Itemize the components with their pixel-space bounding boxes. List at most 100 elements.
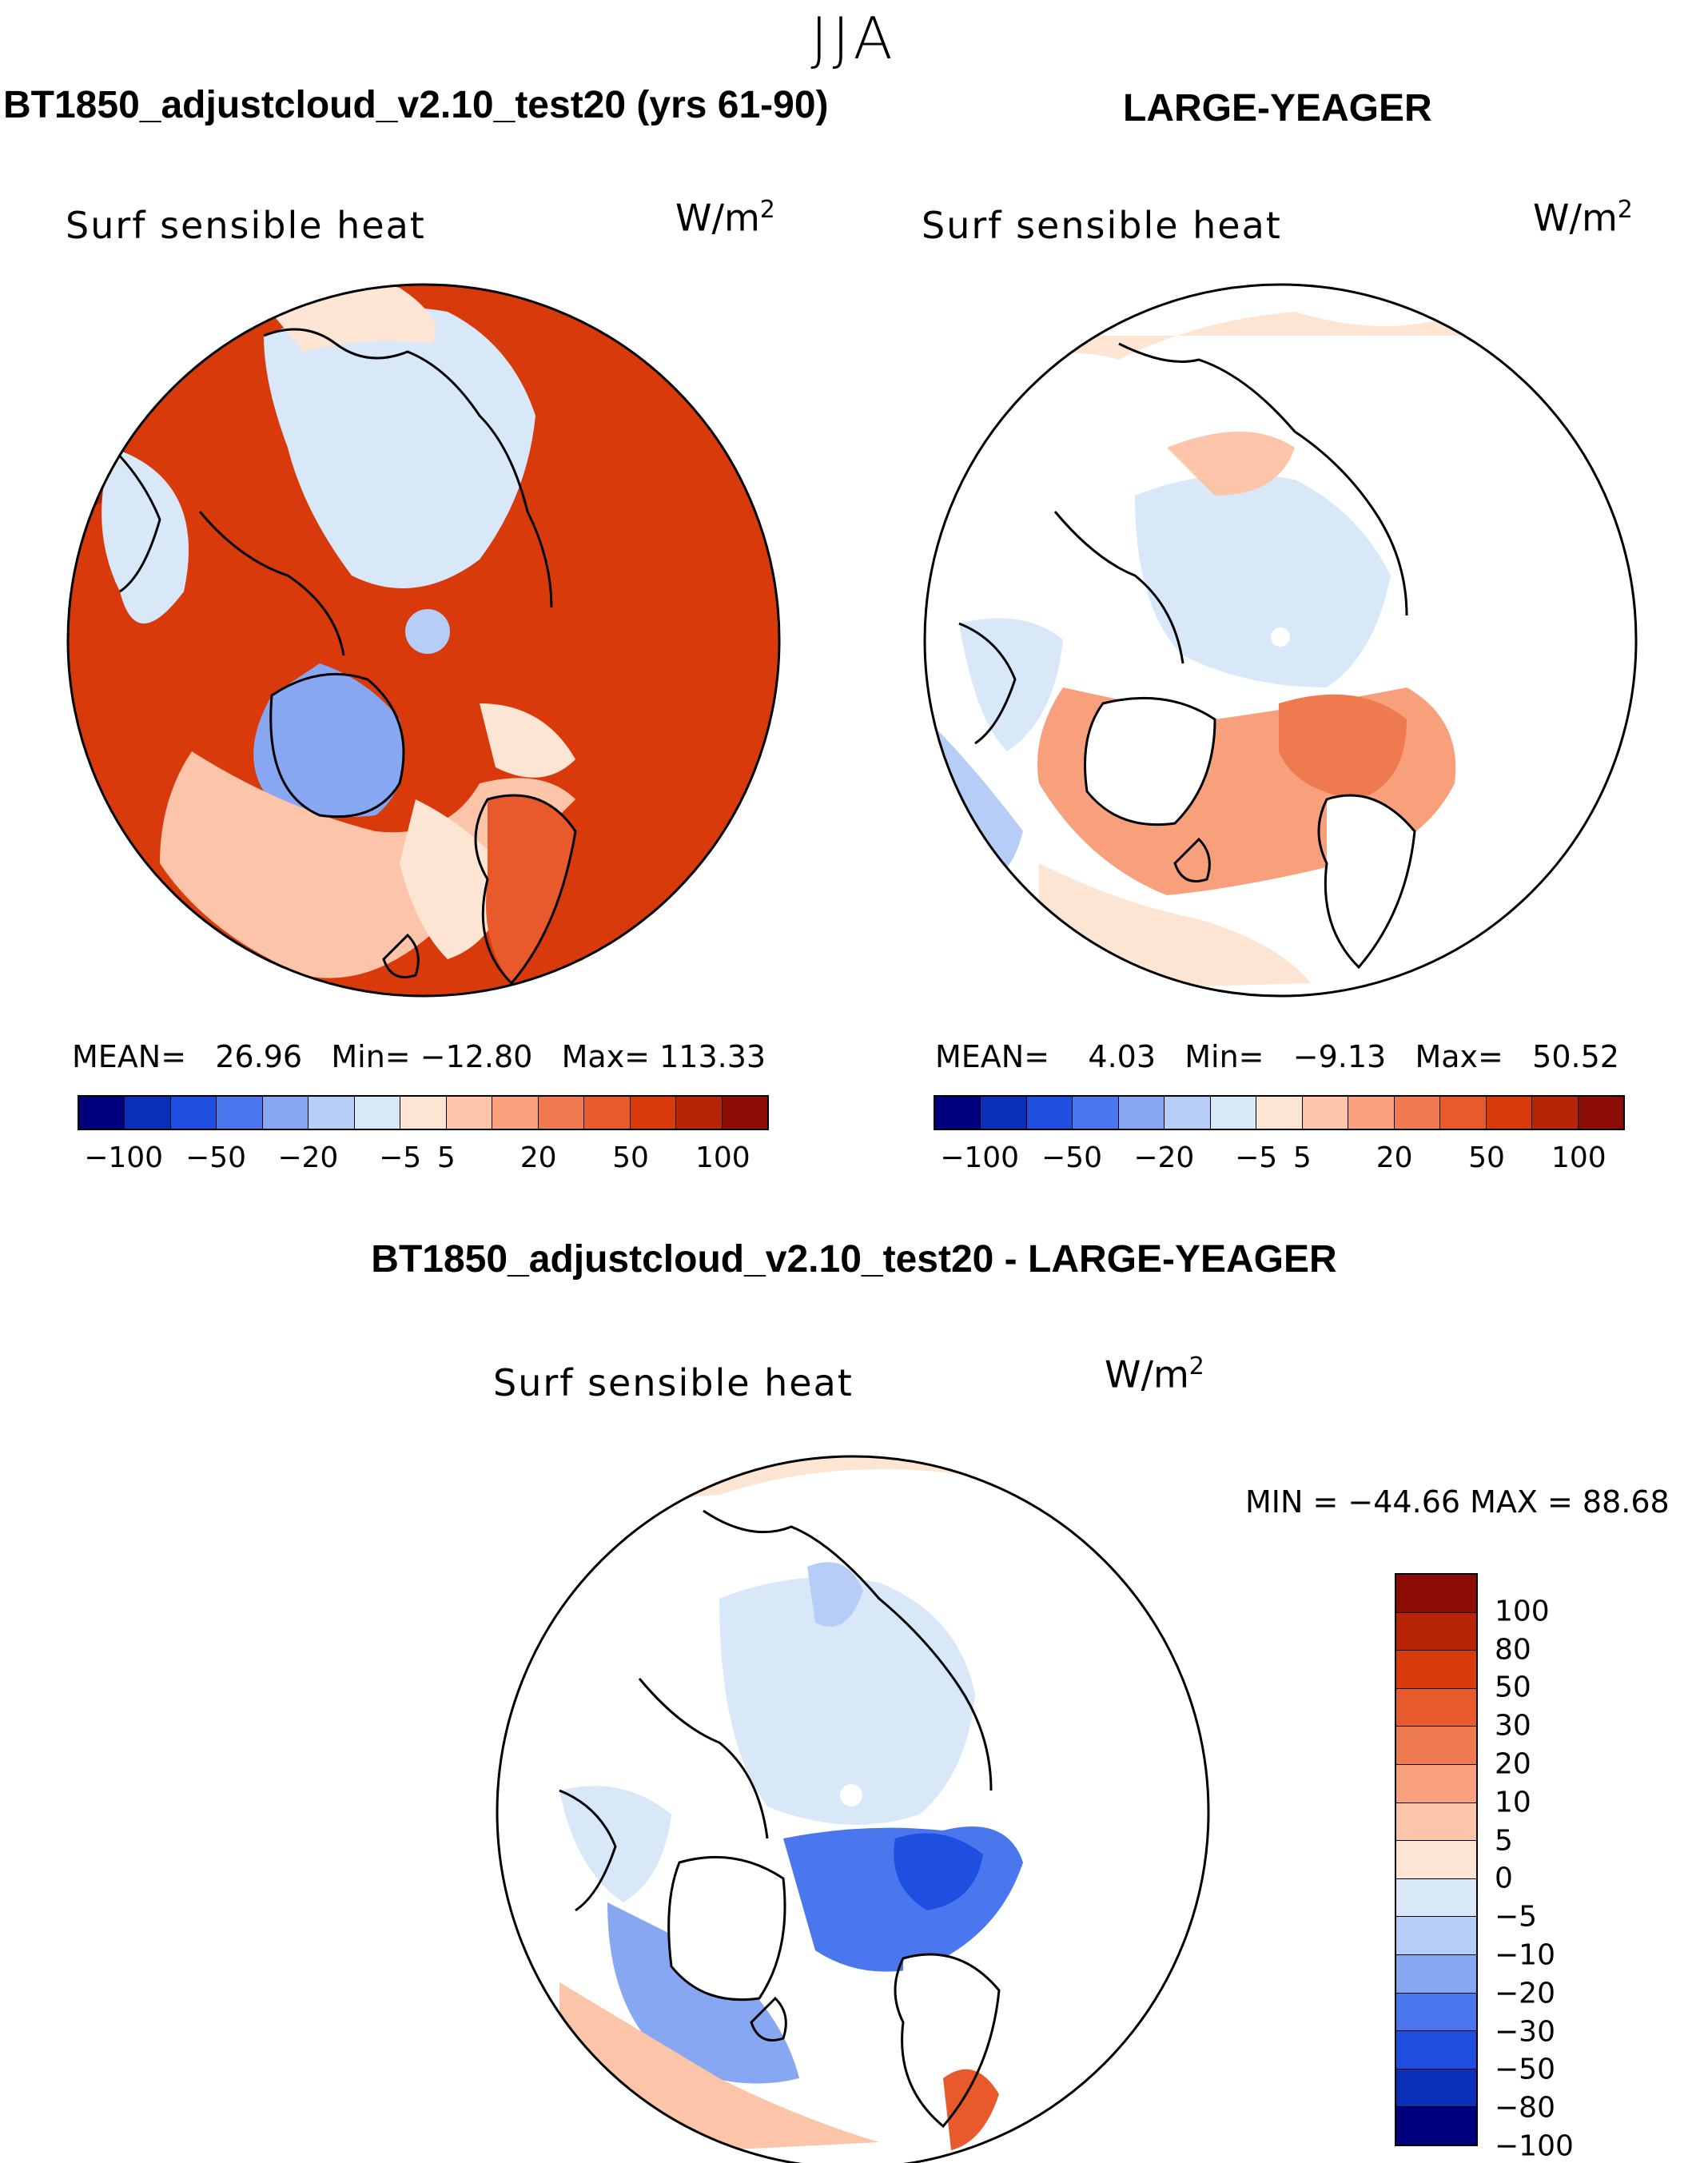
colorbar-bin [722,1097,768,1129]
colorbar-bin [935,1097,981,1129]
colorbar-bin [1256,1097,1303,1129]
diff-minmax: MIN = −44.66 MAX = 88.68 [1245,1484,1670,1520]
model-variable-label: Surf sensible heat [66,204,426,247]
diff-scandinavia-warm [943,2069,999,2150]
model-north-atlantic [160,751,575,978]
colorbar-bin [1118,1097,1165,1129]
colorbar-bin [1532,1097,1579,1129]
colorbar-bin [1302,1097,1349,1129]
colorbar-tick-label: 5 [1292,1141,1312,1174]
colorbar-tick-label: 80 [1495,1633,1531,1667]
obs-pole-hole [1271,627,1290,647]
colorbar-bin [1396,1917,1476,1955]
colorbar-tick-label: −80 [1495,2091,1555,2125]
diff-map-boundary [496,1455,1210,2163]
obs-coastlines [958,342,1416,970]
colorbar-tick-label: 20 [1376,1141,1413,1174]
diff-greenland [668,1857,785,2000]
obs-siberian-shelf [1167,432,1295,496]
diff-colorbar [1395,1573,1478,2146]
colorbar-tick-label: −5 [379,1141,422,1174]
obs-colorbar [934,1095,1625,1130]
colorbar-tick-label: 5 [1495,1824,1513,1858]
colorbar-bin [1396,1993,1476,2032]
colorbar-bin [1396,1651,1476,1689]
model-units-label: W/m2 [675,196,775,240]
obs-scandinavia [1327,795,1415,967]
colorbar-tick-label: −20 [1495,1977,1555,2010]
model-barents-sea [480,703,575,778]
colorbar-bin [1396,1954,1476,1994]
colorbar-tick-label: −50 [1041,1141,1102,1174]
colorbar-tick-label: −20 [1133,1141,1195,1174]
diff-case-title: BT1850_adjustcloud_v2.10_test20 - LARGE-… [371,1238,1337,1281]
season-title: JJA [810,5,898,72]
colorbar-bin [630,1097,677,1129]
diff-coastlines [559,1509,1001,2129]
model-greenland [253,663,404,817]
colorbar-bin [1210,1097,1257,1129]
colorbar-bin [1486,1097,1533,1129]
colorbar-tick-label: 30 [1495,1709,1531,1743]
colorbar-bin [1396,1764,1476,1803]
diff-arctic-ocean [719,1577,975,1825]
model-coastlines [110,328,577,986]
colorbar-bin [354,1097,401,1129]
colorbar-bin [1396,1878,1476,1918]
colorbar-bin [170,1097,217,1129]
colorbar-bin [400,1097,447,1129]
colorbar-bin [262,1097,309,1129]
colorbar-bin [217,1097,263,1129]
obs-barents-max [1279,694,1407,799]
colorbar-tick-label: 50 [1468,1141,1505,1174]
obs-map-boundary [923,283,1638,998]
diff-scandinavia [903,1954,999,2126]
colorbar-tick-label: 20 [520,1141,557,1174]
diff-variable-label: Surf sensible heat [493,1361,854,1404]
colorbar-tick-label: −10 [1495,1938,1555,1972]
obs-arctic-ocean [1135,474,1391,687]
model-colorbar [78,1095,769,1130]
obs-variable-label: Surf sensible heat [922,204,1282,247]
colorbar-bin [1396,2031,1476,2069]
colorbar-bin [1348,1097,1395,1129]
obs-hudson-bay [959,618,1063,751]
colorbar-bin [1396,1575,1476,1613]
colorbar-tick-label: −5 [1235,1141,1278,1174]
colorbar-bin [1396,1727,1476,1765]
diff-north-pacific [512,1456,1167,1567]
diff-siberian-cool [807,1562,863,1627]
colorbar-bin [125,1097,171,1129]
colorbar-tick-label: −100 [1495,2129,1574,2163]
model-case-title: BT1850_adjustcloud_v2.10_test20 (yrs 61-… [3,84,829,126]
colorbar-bin [1440,1097,1487,1129]
diff-pole-hole [840,1784,862,1806]
diff-barents-min [894,1833,983,1910]
colorbar-tick-label: −50 [1495,2053,1555,2086]
colorbar-bin [676,1097,723,1129]
colorbar-bin [1396,1841,1476,1879]
obs-stats: MEAN= 4.03 Min= −9.13 Max= 50.52 [935,1039,1619,1074]
colorbar-tick-label: −100 [84,1141,164,1174]
model-pole-hole [405,609,450,654]
model-hudson-bay [102,448,189,623]
colorbar-tick-label: 50 [1495,1671,1531,1704]
colorbar-bin [1165,1097,1211,1129]
colorbar-tick-label: −50 [185,1141,246,1174]
obs-greenland [1085,698,1215,825]
colorbar-bin [1578,1097,1624,1129]
colorbar-tick-label: 5 [436,1141,456,1174]
colorbar-bin [309,1097,355,1129]
model-map-boundary [66,283,781,998]
colorbar-bin [1396,1802,1476,1842]
colorbar-bin [446,1097,493,1129]
colorbar-tick-label: 100 [1495,1595,1550,1628]
diff-units-label: W/m2 [1105,1352,1204,1396]
obs-case-title: LARGE-YEAGER [1123,87,1432,129]
colorbar-bin [1396,1612,1476,1651]
colorbar-tick-label: −30 [1495,2015,1555,2049]
obs-units-label: W/m2 [1533,196,1633,240]
